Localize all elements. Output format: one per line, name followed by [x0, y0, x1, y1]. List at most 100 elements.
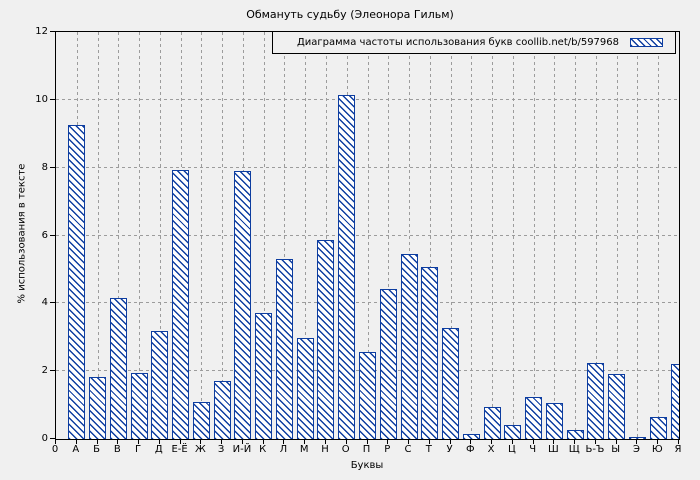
bar-Т — [421, 267, 439, 439]
vertical-gridline — [159, 32, 161, 439]
y-tick-label: 6 — [41, 229, 48, 241]
x-tick-label: О — [341, 444, 350, 455]
vertical-gridline — [637, 32, 639, 439]
x-tick-mark — [636, 439, 638, 444]
vertical-gridline — [471, 32, 473, 439]
bar-Д — [151, 331, 169, 439]
bar-С — [400, 253, 418, 439]
x-tick-label: Б — [93, 444, 100, 455]
vertical-gridline — [139, 32, 141, 439]
vertical-gridline — [429, 32, 431, 439]
bar-Ч — [525, 396, 543, 439]
bar-Н — [317, 239, 335, 439]
y-tick-label: 0 — [41, 433, 48, 444]
plot-area: Диаграмма частоты использования букв coo… — [55, 31, 680, 440]
bar-Х — [483, 407, 501, 439]
x-tick-label: Ь-Ъ — [585, 444, 605, 455]
x-tick-mark — [345, 439, 347, 444]
bar-К — [255, 312, 273, 439]
bar-О — [338, 95, 356, 439]
x-tick-mark — [96, 439, 98, 444]
x-tick-label: С — [404, 444, 412, 455]
bar-Б — [89, 376, 107, 439]
x-tick-mark — [428, 439, 430, 444]
x-tick-label: Ф — [466, 444, 475, 455]
bar-А — [68, 125, 86, 439]
bar-Л — [275, 258, 293, 439]
x-tick-mark — [75, 439, 77, 444]
x-tick-mark — [200, 439, 202, 444]
chart-title: Обмануть судьбу (Элеонора Гильм) — [246, 8, 454, 21]
x-tick-mark — [179, 439, 181, 444]
x-tick-mark — [221, 439, 223, 444]
bar-Ц — [504, 425, 522, 439]
x-tick-mark — [594, 439, 596, 444]
y-tick-mark — [50, 98, 55, 100]
x-tick-label: М — [299, 444, 309, 455]
x-tick-mark — [678, 439, 679, 444]
y-tick-mark — [50, 370, 55, 372]
bar-И-Й — [234, 171, 252, 439]
x-tick-label: Я — [674, 444, 682, 455]
x-tick-mark — [304, 439, 306, 444]
y-tick-label: 2 — [41, 365, 48, 377]
y-tick-mark — [50, 234, 55, 236]
x-tick-mark — [574, 439, 576, 444]
legend-label: Диаграмма частоты использования букв coo… — [296, 37, 619, 48]
x-tick-mark — [387, 439, 389, 444]
vertical-gridline — [492, 32, 494, 439]
y-tick-label: 4 — [41, 297, 48, 309]
vertical-gridline — [367, 32, 369, 439]
x-tick-label: 0 — [51, 444, 59, 455]
x-tick-mark — [532, 439, 534, 444]
y-tick-mark — [50, 302, 55, 304]
x-tick-mark — [366, 439, 368, 444]
y-tick-label: 12 — [35, 26, 48, 37]
x-tick-mark — [553, 439, 555, 444]
vertical-gridline — [575, 32, 577, 439]
vertical-gridline — [554, 32, 556, 439]
vertical-gridline — [305, 32, 307, 439]
vertical-gridline — [658, 32, 660, 439]
x-tick-mark — [55, 439, 56, 444]
vertical-gridline — [409, 32, 411, 439]
x-tick-label: Л — [279, 444, 288, 455]
legend-swatch-icon — [630, 38, 663, 47]
x-tick-mark — [241, 439, 243, 444]
bar-У — [442, 328, 460, 439]
x-tick-label: Х — [487, 444, 495, 455]
bar-Ш — [545, 403, 563, 439]
x-tick-mark — [657, 439, 659, 444]
bar-Е-Ё — [172, 170, 190, 439]
x-tick-label: П — [362, 444, 371, 455]
vertical-gridline — [263, 32, 265, 439]
x-tick-mark — [262, 439, 264, 444]
x-tick-label: Д — [154, 444, 163, 455]
x-axis-title: Буквы — [350, 460, 384, 471]
vertical-gridline — [533, 32, 535, 439]
vertical-gridline — [595, 32, 597, 439]
x-tick-label: Ц — [507, 444, 516, 455]
x-tick-mark — [324, 439, 326, 444]
bar-П — [359, 352, 376, 439]
x-tick-mark — [491, 439, 493, 444]
x-tick-mark — [511, 439, 513, 444]
x-tick-label: А — [72, 444, 80, 455]
x-tick-mark — [283, 439, 285, 444]
bar-З — [213, 381, 231, 439]
bar-Щ — [566, 430, 584, 439]
bar-Ю — [649, 416, 667, 439]
x-tick-label: Г — [135, 444, 142, 455]
x-tick-label: Е-Ё — [171, 444, 188, 455]
x-tick-label: Р — [384, 444, 391, 455]
x-tick-label: В — [113, 444, 121, 455]
x-tick-label: У — [446, 444, 453, 455]
x-tick-mark — [138, 439, 140, 444]
vertical-gridline — [118, 32, 120, 439]
bar-Ы — [608, 373, 626, 439]
x-tick-label: К — [259, 444, 267, 455]
bar-М — [296, 338, 314, 439]
x-tick-mark — [615, 439, 617, 444]
y-tick-mark — [50, 31, 55, 32]
